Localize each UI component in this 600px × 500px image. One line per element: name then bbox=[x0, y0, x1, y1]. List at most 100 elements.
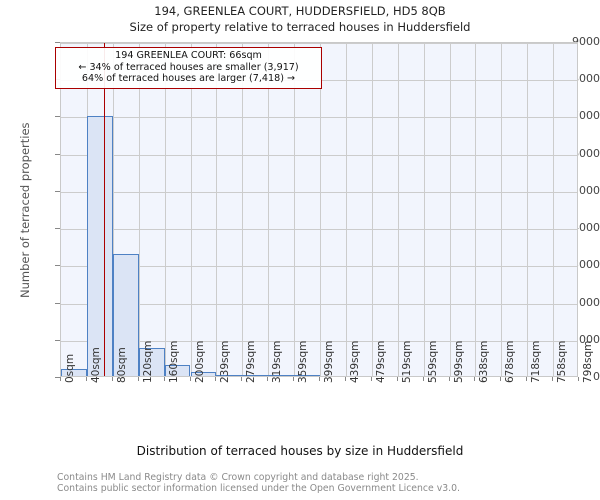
gridline bbox=[553, 43, 555, 376]
y-axis-tick-mark bbox=[55, 228, 60, 230]
x-axis-tick-mark bbox=[267, 377, 269, 381]
x-axis-tick-mark bbox=[552, 377, 554, 381]
x-axis-tick-mark bbox=[215, 377, 217, 381]
histogram-bar bbox=[216, 374, 243, 376]
chart-subtitle: Size of property relative to terraced ho… bbox=[129, 20, 471, 34]
y-axis-tick-mark bbox=[55, 302, 60, 304]
x-axis-tick-mark bbox=[500, 377, 502, 381]
x-axis-tick-label: 758sqm bbox=[556, 340, 569, 383]
x-axis-tick-label: 638sqm bbox=[478, 340, 491, 383]
histogram-bar bbox=[112, 253, 139, 376]
gridline bbox=[268, 43, 270, 376]
gridline bbox=[61, 117, 577, 119]
x-axis-tick-label: 439sqm bbox=[348, 340, 361, 383]
y-axis-tick-mark bbox=[55, 153, 60, 155]
gridline bbox=[294, 43, 296, 376]
y-axis-tick-mark bbox=[55, 265, 60, 267]
y-axis-tick-label: 3000 bbox=[572, 258, 600, 272]
x-axis-tick-label: 0sqm bbox=[64, 353, 76, 383]
x-axis-tick-mark bbox=[163, 377, 165, 381]
gridline bbox=[61, 303, 577, 305]
x-axis-tick-label: 519sqm bbox=[400, 340, 413, 383]
gridline bbox=[61, 43, 577, 44]
x-axis-tick-label: 798sqm bbox=[582, 340, 594, 383]
y-axis-tick-label: 0 bbox=[593, 370, 600, 383]
gridline bbox=[345, 43, 347, 376]
x-axis-tick-mark bbox=[319, 377, 320, 381]
x-axis-tick-mark bbox=[526, 377, 528, 381]
x-axis-tick-mark bbox=[293, 377, 295, 381]
x-axis-tick-mark bbox=[448, 377, 450, 381]
x-axis-tick-label: 718sqm bbox=[530, 340, 543, 383]
x-axis-title: Distribution of terraced houses by size … bbox=[136, 444, 464, 458]
y-axis-tick-label: 9000 bbox=[572, 35, 600, 48]
histogram-bar bbox=[164, 365, 191, 376]
footer-line-1: Contains HM Land Registry data © Crown c… bbox=[57, 472, 419, 483]
x-axis-tick-mark bbox=[422, 377, 424, 381]
gridline bbox=[61, 266, 577, 268]
x-axis-tick-mark bbox=[396, 377, 398, 381]
x-axis-tick-label: 160sqm bbox=[167, 340, 180, 383]
gridline bbox=[138, 43, 140, 376]
x-axis-tick-mark bbox=[60, 377, 61, 381]
histogram-bar bbox=[86, 115, 113, 376]
x-axis-tick-mark bbox=[241, 377, 243, 381]
gridline bbox=[61, 340, 577, 342]
y-axis-tick-mark bbox=[55, 116, 60, 118]
x-axis-tick-label: 599sqm bbox=[452, 340, 465, 383]
y-axis-tick-label: 2000 bbox=[572, 295, 600, 309]
gridline bbox=[371, 43, 373, 376]
x-axis-tick-mark bbox=[370, 377, 372, 381]
gridline bbox=[527, 43, 529, 376]
histogram-bar bbox=[61, 368, 87, 376]
x-axis-tick-label: 80sqm bbox=[115, 347, 128, 383]
x-axis-tick-mark bbox=[344, 377, 346, 381]
x-axis-tick-label: 319sqm bbox=[271, 340, 284, 383]
gridline bbox=[61, 191, 577, 193]
chart-title-block: 194, GREENLEA COURT, HUDDERSFIELD, HD5 8… bbox=[0, 3, 600, 35]
property-marker-line bbox=[103, 43, 106, 376]
plot-area bbox=[60, 42, 578, 377]
x-axis-tick-mark bbox=[578, 377, 579, 381]
y-axis-tick-mark bbox=[55, 377, 60, 378]
x-axis-tick-label: 359sqm bbox=[297, 340, 310, 383]
y-axis-tick-mark bbox=[55, 42, 60, 43]
gridline bbox=[449, 43, 451, 376]
annotation-line-3: 64% of terraced houses are larger (7,418… bbox=[81, 73, 296, 84]
y-axis-tick-mark bbox=[55, 190, 60, 192]
y-axis-title: Number of terraced properties bbox=[18, 121, 32, 298]
gridline bbox=[397, 43, 399, 376]
x-axis-tick-label: 200sqm bbox=[193, 340, 206, 383]
y-axis-tick-label: 1000 bbox=[572, 332, 600, 346]
gridline bbox=[112, 43, 114, 376]
y-axis-tick-mark bbox=[55, 339, 60, 341]
x-axis-tick-mark bbox=[189, 377, 191, 381]
gridline bbox=[61, 229, 577, 231]
gridline bbox=[501, 43, 503, 376]
x-axis-tick-mark bbox=[474, 377, 476, 381]
x-axis-tick-label: 399sqm bbox=[323, 340, 335, 383]
x-axis-tick-label: 239sqm bbox=[219, 340, 232, 383]
histogram-bar bbox=[294, 375, 320, 376]
x-axis-tick-mark bbox=[85, 377, 87, 381]
y-axis-tick-label: 5000 bbox=[572, 183, 600, 197]
y-axis-tick-label: 8000 bbox=[572, 72, 600, 86]
annotation-line-1: 194 GREENLEA COURT: 66sqm bbox=[115, 50, 262, 61]
x-axis-tick-label: 120sqm bbox=[141, 340, 154, 383]
gridline bbox=[320, 43, 321, 376]
gridline bbox=[242, 43, 244, 376]
y-axis-tick-label: 4000 bbox=[572, 221, 600, 235]
footer-line-2: Contains public sector information licen… bbox=[57, 483, 460, 494]
gridline bbox=[216, 43, 218, 376]
annotation-box: 194 GREENLEA COURT: 66sqm ← 34% of terra… bbox=[55, 47, 322, 89]
x-axis-tick-label: 678sqm bbox=[504, 340, 517, 383]
x-axis-tick-label: 40sqm bbox=[89, 347, 102, 383]
y-axis-tick-label: 6000 bbox=[572, 146, 600, 160]
histogram-bar bbox=[242, 375, 269, 376]
gridline bbox=[475, 43, 477, 376]
y-axis-tick-label: 7000 bbox=[572, 109, 600, 123]
chart-title: 194, GREENLEA COURT, HUDDERSFIELD, HD5 8… bbox=[154, 4, 446, 18]
x-axis-tick-mark bbox=[111, 377, 113, 381]
x-axis-tick-label: 279sqm bbox=[245, 340, 258, 383]
